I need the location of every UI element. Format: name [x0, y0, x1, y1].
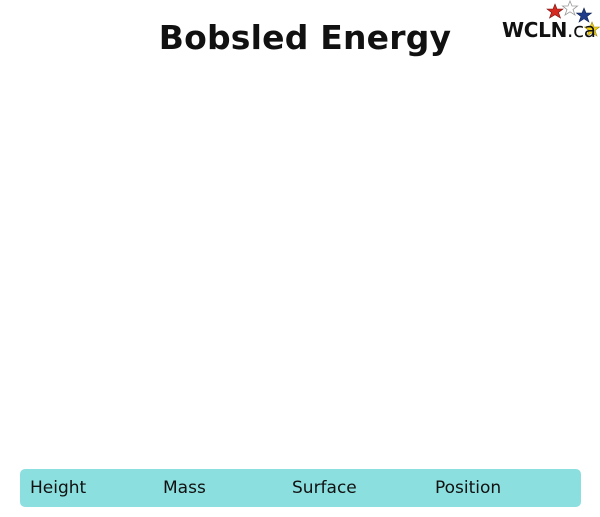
white-star-icon [561, 0, 579, 16]
logo-text-suffix: .ca [567, 18, 596, 42]
red-star-icon [546, 3, 564, 19]
blue-star-icon [575, 7, 593, 23]
stars-icon [546, 0, 600, 37]
position-control[interactable]: Position [435, 478, 502, 498]
surface-control[interactable]: Surface [292, 478, 357, 498]
logo-text-main: WCLN [502, 18, 568, 42]
logo-text: WCLN.ca [502, 18, 596, 42]
yellow-star-icon [583, 21, 600, 37]
simulation-stage[interactable] [0, 64, 600, 464]
height-control[interactable]: Height [30, 478, 87, 498]
page-title: Bobsled Energy [158, 18, 452, 57]
mass-control[interactable]: Mass [163, 478, 206, 498]
control-bar: Height Mass Surface Position [20, 469, 581, 507]
wcln-logo: WCLN.ca [500, 0, 600, 46]
